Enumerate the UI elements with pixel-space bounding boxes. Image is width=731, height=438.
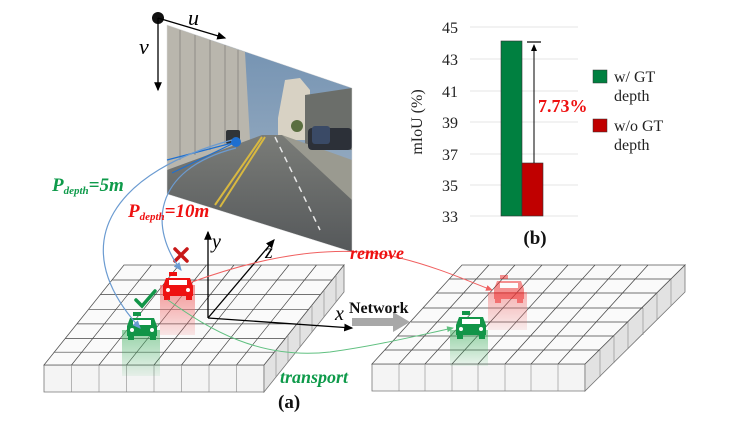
- camera-image: [167, 25, 352, 252]
- z-label: z: [264, 241, 273, 263]
- u-label: u: [188, 5, 199, 30]
- car-icon-red: [163, 272, 193, 300]
- legend-label-with-gt-2: depth: [614, 88, 650, 105]
- remove-arrow: [191, 250, 493, 291]
- svg-text:45: 45: [442, 20, 458, 37]
- legend-swatch-without-gt: [592, 118, 608, 133]
- transport-arrow: [167, 299, 454, 354]
- y-label: y: [210, 231, 221, 253]
- p-depth-5m-label: Pdepth=5m: [51, 175, 124, 197]
- x-axis: [207, 317, 354, 332]
- caption-b: (b): [523, 228, 546, 249]
- caption-a: (a): [278, 392, 300, 413]
- u-axis: [157, 17, 227, 40]
- svg-text:37: 37: [442, 147, 458, 164]
- gridlines: [470, 26, 578, 217]
- p-depth-10m-label: Pdepth=10m: [127, 201, 209, 223]
- y-tick-labels: 45 43 41 39 37 35 33: [442, 20, 458, 226]
- v-label: v: [139, 34, 149, 59]
- legend-label-without-gt-2: depth: [614, 137, 650, 154]
- car-icon-transported: [456, 311, 486, 339]
- z-axis: [207, 239, 275, 319]
- legend-swatch-with-gt: [592, 69, 608, 84]
- remove-label: remove: [350, 243, 404, 263]
- network-arrow: [352, 312, 410, 332]
- bar-chart: 45 43 41 39 37 35 33 mIoU (%) 7.73% w/ G…: [409, 20, 664, 249]
- legend: w/ GT depth w/o GT depth: [592, 69, 664, 154]
- projection-ray-10m: [161, 147, 237, 271]
- legend-label-without-gt-1: w/o GT: [614, 118, 664, 135]
- difference-label: 7.73%: [538, 96, 588, 116]
- svg-text:33: 33: [442, 209, 458, 226]
- x-label: x: [334, 303, 344, 325]
- check-icon: [134, 289, 157, 309]
- svg-text:41: 41: [442, 84, 458, 101]
- svg-text:39: 39: [442, 115, 458, 132]
- legend-label-with-gt-1: w/ GT: [614, 69, 656, 86]
- svg-text:35: 35: [442, 178, 458, 195]
- bar-without-gt-depth: [521, 162, 544, 217]
- bar-with-gt-depth: [500, 40, 523, 217]
- voxel-grid-right: [371, 264, 686, 392]
- cross-icon: [173, 247, 189, 263]
- projection-ray-5m: [102, 139, 233, 329]
- y-axis-label: mIoU (%): [409, 89, 426, 154]
- svg-text:43: 43: [442, 52, 458, 69]
- network-label: Network: [349, 300, 409, 317]
- car-icon-removed: [494, 275, 524, 303]
- transport-label: transport: [280, 367, 349, 387]
